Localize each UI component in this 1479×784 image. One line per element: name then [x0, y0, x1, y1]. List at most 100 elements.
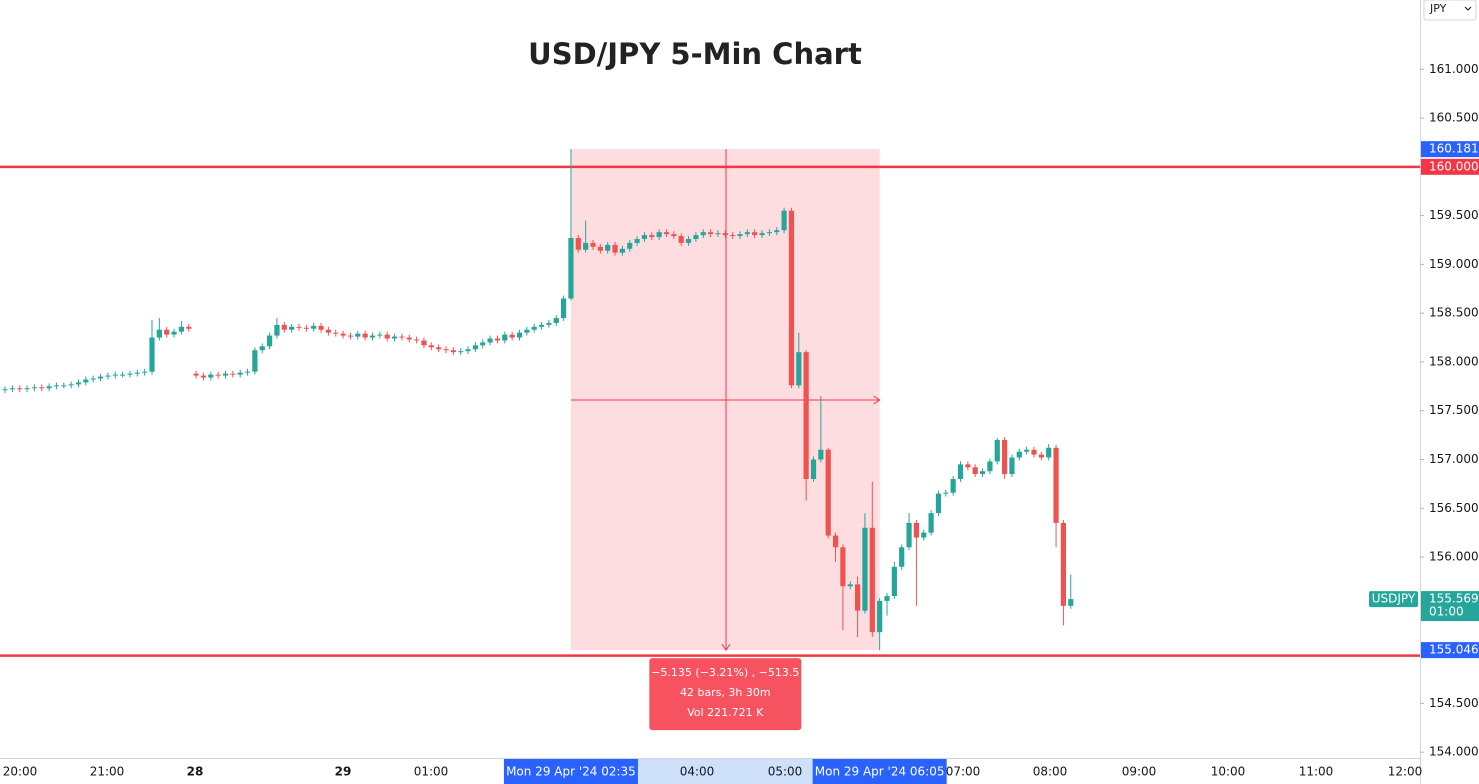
candle-body	[1068, 599, 1074, 606]
candle-body	[24, 388, 30, 390]
x-tick-label: 10:00	[1211, 765, 1246, 779]
candle-body	[818, 449, 824, 460]
candle-body	[766, 232, 772, 234]
x-tick-label: 04:00	[680, 765, 715, 779]
y-tick-label: 158.500	[1429, 306, 1479, 320]
candle-body	[810, 459, 817, 479]
candle-body	[333, 332, 339, 334]
candle-body	[2, 389, 8, 391]
candle-body	[906, 522, 912, 548]
x-tick-label: 29	[335, 765, 352, 779]
candle-body	[208, 374, 214, 378]
candle-body	[494, 338, 501, 341]
x-tick-label: 21:00	[90, 765, 125, 779]
candle-body	[281, 324, 287, 330]
price-label-bg	[1421, 158, 1479, 175]
candle-body	[303, 327, 309, 329]
candle-body	[414, 339, 420, 341]
price-label: 160.000	[1429, 159, 1479, 173]
candle-body	[311, 325, 317, 329]
candle-body	[678, 236, 684, 243]
candle-body	[289, 326, 295, 330]
candle-body	[458, 351, 464, 353]
candle-body	[803, 352, 809, 479]
last-price-label: 155.569	[1429, 592, 1479, 606]
candle-body	[436, 347, 442, 350]
candle-body	[156, 329, 162, 338]
candle-body	[178, 326, 184, 332]
candle-body	[487, 338, 493, 343]
candle-body	[75, 382, 82, 385]
time-marker-bg	[812, 759, 947, 784]
currency-label[interactable]: JPY	[1429, 2, 1447, 15]
candle-body	[825, 449, 831, 536]
candle-body	[708, 232, 714, 235]
candle-body	[90, 378, 96, 380]
candle-body	[575, 238, 581, 250]
candle-body	[509, 334, 515, 338]
candle-body	[97, 376, 104, 379]
candle-body	[1031, 449, 1037, 455]
candle-body	[83, 379, 89, 383]
candle-body	[230, 373, 236, 375]
candle-body	[237, 372, 243, 375]
candle-body	[649, 235, 655, 238]
candle-body	[53, 385, 60, 387]
measure-info-text: Vol 221.721 K	[687, 706, 764, 719]
candle-body	[244, 371, 251, 373]
candle-body	[465, 349, 471, 352]
candle-body	[31, 387, 37, 389]
time-marker-label: Mon 29 Apr '24 06:05	[815, 765, 945, 779]
candle-body	[715, 233, 721, 235]
y-tick-label: 161.000	[1429, 62, 1479, 76]
candle-body	[384, 334, 390, 339]
candle-body	[979, 471, 986, 475]
plot-area	[0, 149, 1420, 657]
candle-body	[685, 239, 692, 243]
candle-body	[899, 547, 905, 567]
currency-dropdown[interactable]	[1423, 0, 1477, 21]
candle-body	[796, 352, 802, 386]
candle-body	[171, 331, 177, 335]
y-tick-label: 157.500	[1429, 403, 1479, 417]
price-label: 160.181	[1429, 142, 1479, 156]
candle-body	[774, 230, 780, 233]
candle-body	[840, 547, 846, 587]
y-tick-label: 154.000	[1429, 745, 1479, 759]
candle-body	[222, 373, 229, 376]
candle-body	[832, 535, 839, 548]
price-label-bg	[1421, 141, 1479, 158]
last-price-bg	[1421, 591, 1479, 622]
candle-body	[913, 522, 919, 538]
candle-body	[480, 342, 486, 346]
candle-body	[737, 234, 743, 237]
candle-body	[671, 234, 677, 237]
candle-body	[1038, 454, 1044, 458]
x-tick-label: 11:00	[1299, 765, 1334, 779]
x-tick-label: 08:00	[1033, 765, 1068, 779]
candle-body	[634, 239, 640, 243]
candle-body	[325, 329, 331, 333]
y-tick-label: 159.000	[1429, 257, 1479, 271]
x-tick-label: 07:00	[946, 765, 981, 779]
candle-body	[524, 329, 530, 333]
candle-body	[612, 244, 618, 253]
candle-body	[855, 584, 861, 611]
candle-body	[516, 332, 523, 338]
candle-body	[340, 333, 346, 336]
candle-body	[296, 326, 302, 328]
y-tick-label: 160.500	[1429, 111, 1479, 125]
price-label: 155.046	[1429, 643, 1479, 657]
candle-body	[862, 527, 868, 611]
y-tick-label: 156.000	[1429, 550, 1479, 564]
candle-body	[421, 340, 427, 346]
y-tick-label: 154.500	[1429, 696, 1479, 710]
time-marker-bg	[503, 759, 638, 784]
candle-body	[267, 335, 273, 347]
candle-body	[355, 333, 361, 337]
dropdown-arrow	[1464, 6, 1472, 11]
candle-body	[935, 493, 942, 514]
y-tick-label: 156.500	[1429, 501, 1479, 515]
candle-body	[891, 566, 897, 597]
